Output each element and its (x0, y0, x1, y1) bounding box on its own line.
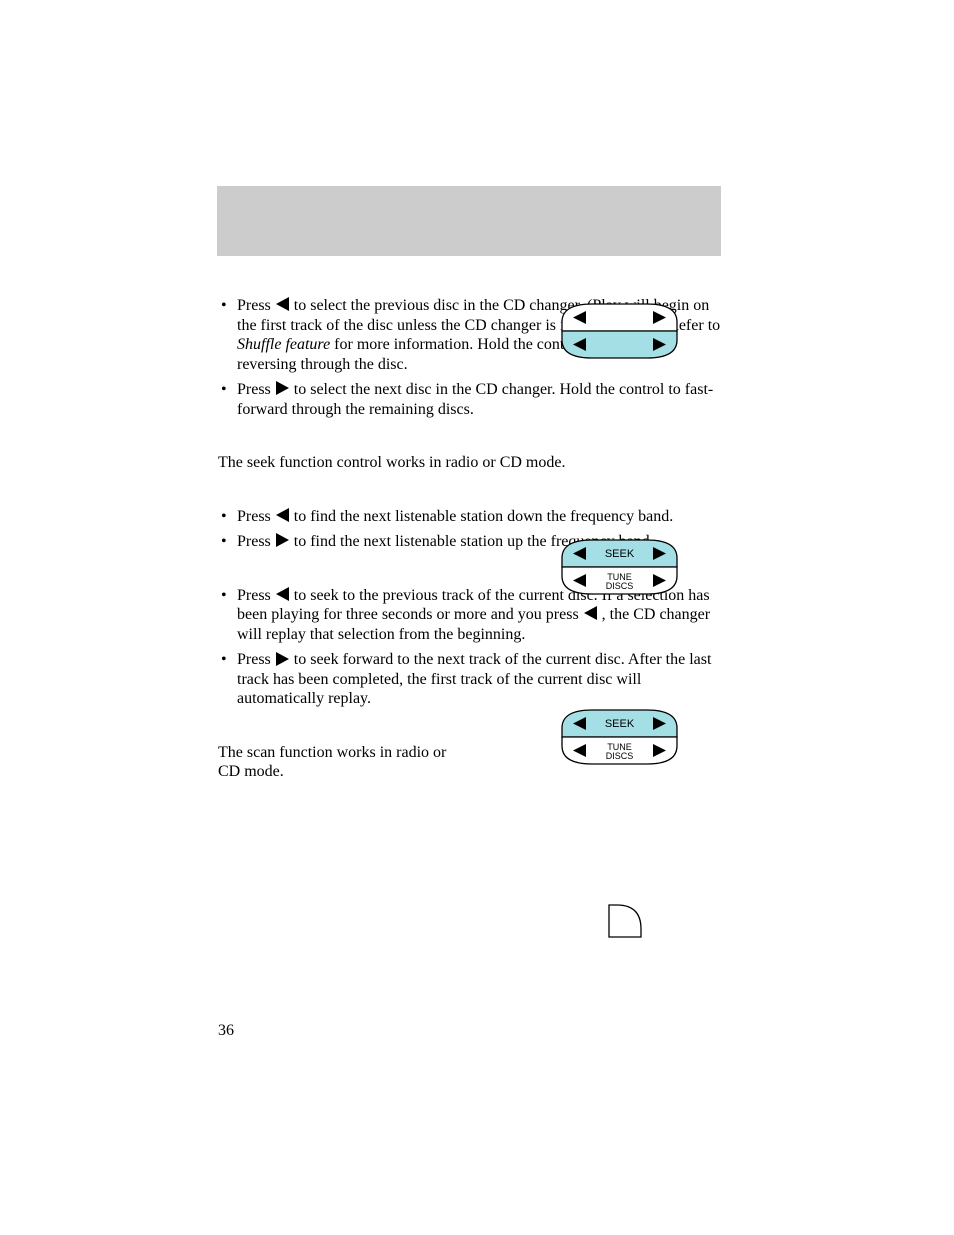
triangle-left-icon (584, 606, 597, 620)
seek-cd-next-text: to seek forward to the next track of the… (237, 651, 711, 707)
page-root: Press to select the previous disc in the… (0, 0, 954, 1235)
seek-radio-down-text: to find the next listenable station down… (294, 508, 673, 525)
triangle-left-icon (276, 508, 289, 522)
seek-cd-section: Press to seek to the previous track of t… (217, 586, 721, 709)
press-word: Press (237, 651, 275, 668)
press-word: Press (237, 381, 275, 398)
seek-radio-diagram: SEEK TUNE DISCS (552, 536, 687, 598)
triangle-left-icon (276, 587, 289, 601)
disc-bullet-next: Press to select the next disc in the CD … (217, 380, 721, 419)
triangle-right-icon (276, 381, 289, 395)
press-word: Press (237, 508, 275, 525)
press-word: Press (237, 297, 275, 314)
discs-label: DISCS (606, 751, 634, 761)
seek-intro: The seek function control works in radio… (217, 453, 721, 473)
seek-label: SEEK (605, 548, 635, 560)
press-word: Press (237, 587, 275, 604)
triangle-left-icon (276, 297, 289, 311)
triangle-right-icon (276, 652, 289, 666)
header-banner (217, 186, 721, 256)
discs-label: DISCS (606, 581, 634, 591)
italic-shuffle: Shuffle feature (237, 336, 330, 353)
scan-diagram (605, 901, 645, 941)
disc-bullet-next-text: to select the next disc in the CD change… (237, 381, 713, 418)
scan-intro: The scan function works in radio or CD m… (217, 743, 468, 782)
page-number: 36 (218, 1022, 234, 1040)
seek-label: SEEK (605, 718, 635, 730)
seek-cd-next: Press to seek forward to the next track … (217, 650, 721, 709)
press-word: Press (237, 533, 275, 550)
seek-cd-diagram: SEEK TUNE DISCS (552, 706, 687, 768)
triangle-right-icon (276, 533, 289, 547)
scan-shape (609, 905, 641, 937)
seek-radio-down: Press to find the next listenable statio… (217, 507, 721, 527)
discs-diagram (552, 300, 687, 362)
